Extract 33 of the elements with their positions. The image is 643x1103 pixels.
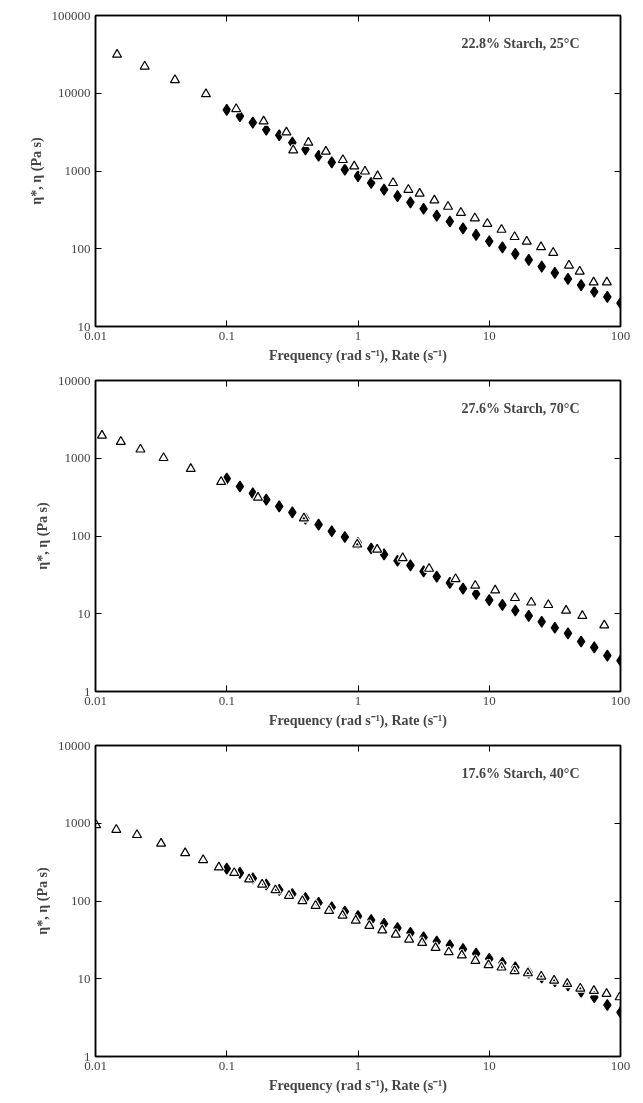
y-tick-label: 10: [77, 970, 91, 986]
x-tick-label: 100: [610, 692, 631, 708]
x-tick-label: 1: [354, 692, 362, 708]
x-tick-label: 1: [354, 1057, 362, 1073]
y-tick-label: 100: [71, 528, 91, 543]
x-tick-label: 10: [482, 327, 496, 343]
x-axis-title: Frequency (rad s⁻¹), Rate (s⁻¹): [269, 1077, 448, 1094]
annotation: 22.8% Starch, 25°C: [461, 35, 580, 51]
x-tick-label: 100: [610, 1057, 631, 1073]
x-tick-label: 0.1: [218, 327, 235, 343]
y-tick-label: 1000: [64, 815, 91, 831]
x-tick-label: 10: [482, 692, 496, 708]
y-tick-label: 10000: [58, 85, 91, 101]
x-tick-label: 1: [354, 327, 362, 343]
x-tick-label: 0.1: [218, 692, 235, 708]
annotation: 17.6% Starch, 40°C: [461, 765, 580, 781]
y-tick-label: 100: [71, 240, 91, 256]
y-tick-label: 100: [71, 893, 91, 908]
annotation: 27.6% Starch, 70°C: [461, 400, 580, 416]
y-tick-label: 10000: [58, 737, 91, 753]
x-tick-label: 10: [482, 1057, 496, 1073]
y-tick-label: 1000: [64, 163, 91, 178]
y-axis-title: η*, η (Pa s): [35, 502, 51, 570]
y-axis-title: η*, η (Pa s): [28, 137, 45, 205]
y-axis-title: η*, η (Pa s): [35, 867, 51, 935]
y-tick-label: 100000: [51, 7, 91, 23]
x-axis-title: Frequency (rad s⁻¹), Rate (s⁻¹): [269, 712, 448, 729]
y-tick-label: 10: [77, 605, 91, 621]
x-tick-label: 100: [610, 327, 631, 343]
x-tick-label: 0.1: [218, 1057, 235, 1073]
y-tick-label: 10000: [58, 372, 91, 388]
x-axis-title: Frequency (rad s⁻¹), Rate (s⁻¹): [269, 347, 448, 364]
y-tick-label: 1000: [64, 450, 91, 466]
